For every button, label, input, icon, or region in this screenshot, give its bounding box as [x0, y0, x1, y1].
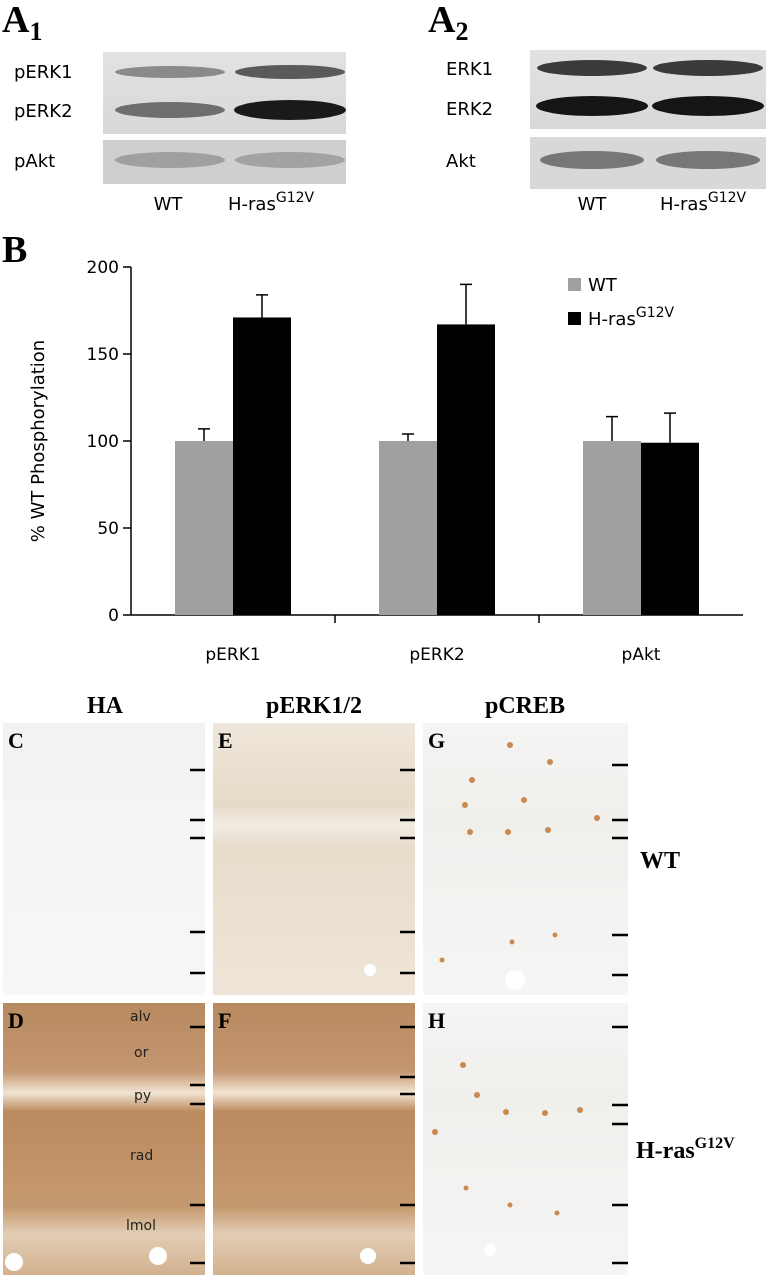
lane-label: H-rasG12V: [660, 190, 747, 215]
legend-swatch: [568, 312, 581, 325]
lane-label: WT: [578, 194, 608, 215]
blot-image: [103, 52, 346, 134]
column-header: pCREB: [485, 693, 565, 719]
blots: A1 pERK1 pERK2 pAkt WT H-rasG12V A2 ERK1…: [2, 0, 766, 215]
band: [235, 152, 345, 168]
panel-letter: G: [428, 728, 445, 753]
bar: [437, 324, 495, 615]
row-label: WT: [640, 848, 680, 874]
legend-swatch: [568, 278, 581, 291]
x-tick-label: pERK1: [205, 645, 260, 665]
band: [652, 96, 764, 116]
micrograph: [3, 723, 205, 995]
blot-row-label: ERK1: [446, 59, 493, 80]
micrograph: [213, 1003, 415, 1275]
blot-row-label: pERK1: [14, 62, 73, 83]
bar: [175, 441, 233, 615]
blot-row-label: pERK2: [14, 101, 73, 122]
layer-label: or: [134, 1045, 149, 1061]
x-tick-label: pERK2: [409, 645, 464, 665]
bar: [233, 317, 291, 615]
lane-label: WT: [154, 194, 184, 215]
micrograph: [423, 1003, 628, 1275]
panel-letter: A2: [428, 0, 468, 46]
column-header: pERK1/2: [266, 693, 362, 719]
row-label: H-rasG12V: [636, 1135, 735, 1164]
bar: [379, 441, 437, 615]
layer-ticks: [190, 763, 628, 1265]
legend-name: WT: [588, 275, 618, 296]
y-tick-label: 0: [108, 606, 119, 626]
micrograph: [213, 723, 415, 995]
band: [235, 65, 345, 79]
layer-label: lmol: [126, 1218, 156, 1234]
error-bar: [198, 428, 210, 441]
panel-letter: D: [8, 1008, 24, 1033]
band: [653, 60, 763, 76]
band: [115, 152, 225, 168]
band: [537, 60, 647, 76]
micrographs: HA pERK1/2 pCREB C E G D F H alv or py r…: [3, 693, 735, 1275]
y-tick-label: 50: [97, 519, 119, 539]
band: [234, 100, 346, 120]
band: [115, 102, 225, 118]
legend-label: H-rasG12V: [588, 305, 675, 330]
band: [115, 66, 225, 78]
panel-letter: C: [8, 728, 24, 753]
panel-letter: F: [218, 1008, 231, 1033]
panel-letter: B: [2, 229, 27, 271]
y-tick-label: 150: [87, 345, 119, 365]
legend-sup: G12V: [636, 305, 675, 321]
x-tick-label: pAkt: [622, 645, 661, 665]
error-bar: [606, 415, 618, 441]
band: [536, 96, 648, 116]
band: [656, 151, 760, 169]
band: [540, 151, 644, 169]
layer-label: py: [134, 1088, 151, 1104]
blot-row-label: pAkt: [14, 151, 55, 172]
panel-letter: H: [428, 1008, 445, 1033]
y-axis-label: % WT Phosphorylation: [28, 340, 49, 542]
layer-label: alv: [130, 1009, 151, 1025]
error-bar: [460, 283, 472, 325]
error-bar: [402, 433, 414, 441]
blot-row-label: Akt: [446, 151, 476, 172]
y-tick-label: 100: [87, 432, 119, 452]
error-bar: [664, 412, 676, 443]
panel-letter: A1: [2, 0, 42, 46]
lane-label: H-rasG12V: [228, 190, 315, 215]
stained-cells: [432, 742, 600, 1216]
layer-label: rad: [130, 1148, 153, 1164]
legend-label: WT: [588, 275, 618, 296]
micrograph: [423, 723, 628, 995]
bar: [583, 441, 641, 615]
legend-name: H-ras: [588, 309, 636, 330]
panel-letter: E: [218, 728, 233, 753]
error-bar: [256, 294, 268, 318]
layer-labels: alv or py rad lmol: [126, 1009, 156, 1234]
blot-row-label: ERK2: [446, 99, 493, 120]
y-tick-label: 200: [87, 258, 119, 278]
vessels: [5, 964, 525, 1271]
column-header: HA: [87, 693, 124, 719]
micrograph: [3, 1003, 205, 1275]
bar-chart: B % WT Phosphorylation 0 50 100 150 200 pERK1…: [2, 229, 743, 665]
bar: [641, 442, 699, 615]
